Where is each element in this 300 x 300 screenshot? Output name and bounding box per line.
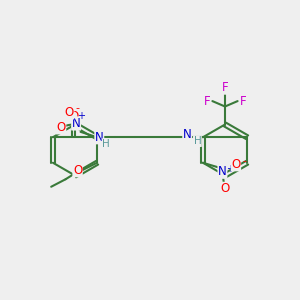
Text: N: N <box>218 165 227 178</box>
Text: -: - <box>75 103 79 113</box>
Text: N: N <box>95 131 104 144</box>
Text: O: O <box>69 110 79 123</box>
Text: O: O <box>231 158 241 171</box>
Text: +: + <box>226 164 235 174</box>
Text: H: H <box>194 136 201 146</box>
Text: N: N <box>183 128 192 141</box>
Text: F: F <box>240 94 246 108</box>
Text: O: O <box>56 121 66 134</box>
Text: F: F <box>222 81 228 94</box>
Text: N: N <box>72 117 80 130</box>
Text: O: O <box>220 182 229 195</box>
Text: O: O <box>73 164 82 177</box>
Text: H: H <box>102 139 110 149</box>
Text: +: + <box>77 111 86 121</box>
Text: -: - <box>242 156 246 166</box>
Text: O: O <box>64 106 74 119</box>
Text: F: F <box>204 94 210 108</box>
